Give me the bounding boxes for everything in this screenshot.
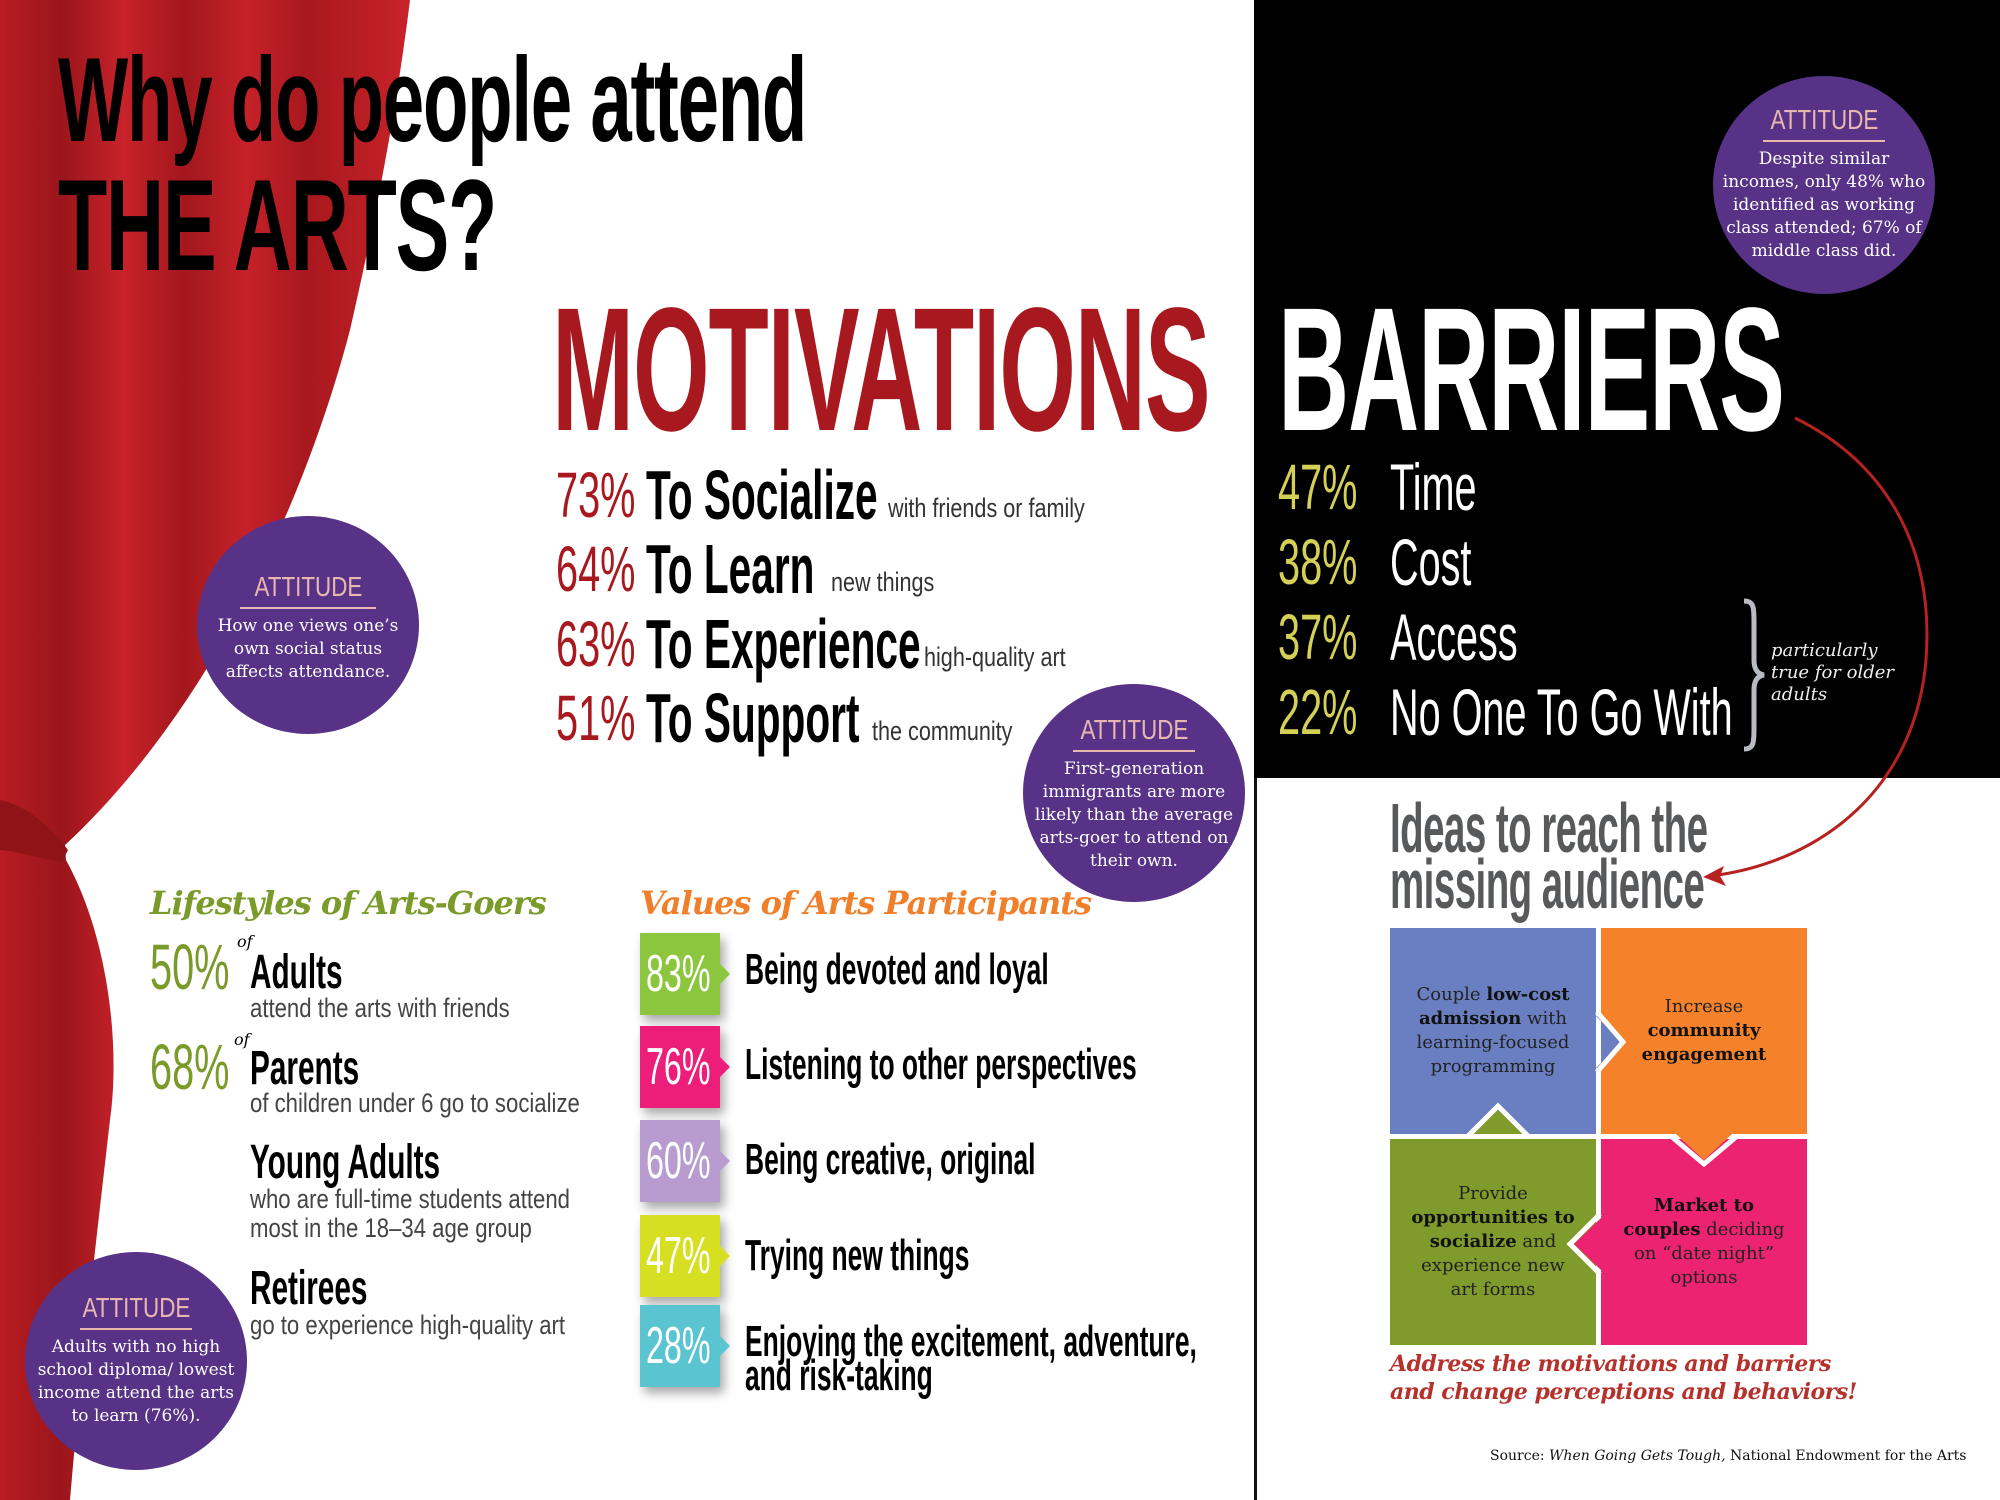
- motivation-label: To Experience: [646, 605, 921, 683]
- attitude-text: First-generation immigrants are more lik…: [1034, 759, 1234, 871]
- lifestyle-of: of: [234, 1030, 250, 1049]
- value-label: Being creative, original: [745, 1135, 1036, 1184]
- barrier-label: No One To Go With: [1390, 675, 1733, 749]
- attitude-title: ATTITUDE: [1080, 714, 1188, 745]
- lifestyle-label: Adults: [250, 946, 343, 999]
- attitude-title: ATTITUDE: [254, 571, 362, 602]
- motivation-row: 51% To Support the community: [556, 683, 1014, 753]
- idea-text: Increase community engagement: [1641, 996, 1767, 1065]
- idea-text: Provide opportunities to socialize and e…: [1411, 1183, 1575, 1300]
- curly-bracket-icon: [1743, 598, 1765, 752]
- value-pct: 60%: [646, 1132, 711, 1190]
- bracket-note-line: true for older: [1771, 662, 1895, 683]
- attitude-title: ATTITUDE: [82, 1292, 190, 1323]
- lifestyle-detail: of children under 6 go to socialize: [250, 1088, 580, 1118]
- value-pct: 47%: [646, 1227, 711, 1285]
- lifestyle-pct: 50%: [150, 931, 230, 1003]
- idea-text: Couple low-cost admission with learning-…: [1416, 984, 1570, 1077]
- lifestyle-label: Parents: [250, 1042, 360, 1095]
- lifestyle-detail: go to experience high-quality art: [250, 1310, 566, 1340]
- attitude-circle-status: ATTITUDE How one views one’s own social …: [197, 516, 419, 734]
- lifestyle-detail: attend the arts with friends: [250, 993, 510, 1023]
- attitude-circle-class: ATTITUDE Despite similar incomes, only 4…: [1713, 76, 1935, 294]
- value-label: Enjoying the excitement, adventure,: [745, 1317, 1197, 1366]
- bracket-note: particularly true for older adults: [1771, 640, 1894, 706]
- value-pct: 76%: [646, 1038, 711, 1096]
- attitude-title: ATTITUDE: [1770, 104, 1878, 135]
- bracket-note-line: adults: [1771, 684, 1828, 705]
- barriers-heading: BARRIERS: [1278, 272, 1785, 468]
- barrier-pct: 37%: [1278, 601, 1358, 673]
- call-to-action: Address the motivations and barriers and…: [1390, 1351, 1857, 1405]
- motivation-label: To Learn: [646, 530, 815, 608]
- attitude-circle-immigrants: ATTITUDE First-generation immigrants are…: [1023, 684, 1245, 902]
- motivations-heading: MOTIVATIONS: [552, 272, 1211, 468]
- idea-tile-low-cost: Couple low-cost admission with learning-…: [1390, 928, 1596, 1134]
- bracket-note-line: particularly: [1771, 640, 1878, 661]
- source-citation: Source: When Going Gets Tough, National …: [1490, 1448, 1967, 1464]
- lifestyle-detail: who are full-time students attend: [250, 1184, 570, 1214]
- motivation-label: To Socialize: [646, 456, 878, 534]
- barrier-pct: 38%: [1278, 526, 1358, 598]
- value-label: Trying new things: [745, 1231, 970, 1280]
- barrier-label: Access: [1390, 600, 1518, 674]
- value-badge: 47%: [640, 1215, 730, 1297]
- lifestyle-detail: most in the 18–34 age group: [250, 1213, 532, 1243]
- value-label-line-2: and risk-taking: [745, 1351, 933, 1400]
- value-label: Listening to other perspectives: [745, 1040, 1137, 1089]
- lifestyle-label: Young Adults: [250, 1136, 441, 1189]
- curtain-illustration: [0, 0, 410, 1500]
- motivation-pct: 73%: [556, 459, 636, 531]
- lifestyles-heading: Lifestyles of Arts-Goers: [150, 884, 547, 922]
- idea-text: Market to couples deciding on “date nigh…: [1623, 1195, 1785, 1288]
- motivation-row: 63% To Experience high-quality art: [556, 609, 1119, 679]
- attitude-rule: [240, 607, 376, 609]
- attitude-rule: [1763, 140, 1885, 142]
- barrier-label: Time: [1390, 450, 1477, 524]
- value-pct: 28%: [646, 1317, 711, 1375]
- value-badge: 28%: [640, 1305, 730, 1387]
- value-pct: 83%: [646, 945, 711, 1003]
- barrier-label: Cost: [1390, 525, 1472, 599]
- motivation-detail: high-quality art: [924, 642, 1066, 672]
- page-title-line-1: Why do people attend: [58, 33, 807, 167]
- values-heading: Values of Arts Participants: [640, 884, 1092, 922]
- motivation-detail: with friends or family: [888, 493, 1085, 523]
- lifestyle-label: Retirees: [250, 1262, 368, 1315]
- idea-tile-community: Increase community engagement: [1601, 928, 1807, 1134]
- lifestyle-of: of: [237, 932, 253, 951]
- motivation-row: 64% To Learn new things: [556, 534, 936, 604]
- motivation-pct: 63%: [556, 608, 636, 680]
- attitude-rule: [1073, 750, 1195, 752]
- idea-tile-date-night: Market to couples deciding on “date nigh…: [1601, 1139, 1807, 1345]
- motivation-pct: 51%: [556, 682, 636, 754]
- panel-divider: [1254, 778, 1257, 1500]
- motivation-detail: the community: [872, 716, 1013, 746]
- page-title-line-2: THE ARTS?: [58, 152, 497, 298]
- value-label: Being devoted and loyal: [745, 945, 1049, 994]
- value-badge: 83%: [640, 933, 730, 1015]
- attitude-text: Despite similar incomes, only 48% who id…: [1722, 149, 1926, 261]
- motivation-label: To Support: [646, 679, 860, 757]
- barrier-pct: 47%: [1278, 451, 1358, 523]
- motivation-row: 73% To Socialize with friends or family: [556, 456, 1085, 534]
- value-badge: 60%: [640, 1120, 730, 1202]
- ideas-heading: Ideas to reach the missing audience: [1390, 789, 1708, 923]
- attitude-rule: [80, 1328, 192, 1330]
- motivation-detail: new things: [831, 567, 935, 597]
- motivation-pct: 64%: [556, 533, 636, 605]
- attitude-text: Adults with no high school diploma/ lowe…: [37, 1337, 235, 1426]
- barrier-pct: 22%: [1278, 676, 1358, 748]
- idea-tile-socialize: Provide opportunities to socialize and e…: [1390, 1139, 1596, 1345]
- attitude-circle-education: ATTITUDE Adults with no high school dipl…: [25, 1252, 247, 1470]
- attitude-text: How one views one’s own social status af…: [217, 616, 399, 682]
- lifestyle-pct: 68%: [150, 1031, 230, 1103]
- value-badge: 76%: [640, 1026, 730, 1108]
